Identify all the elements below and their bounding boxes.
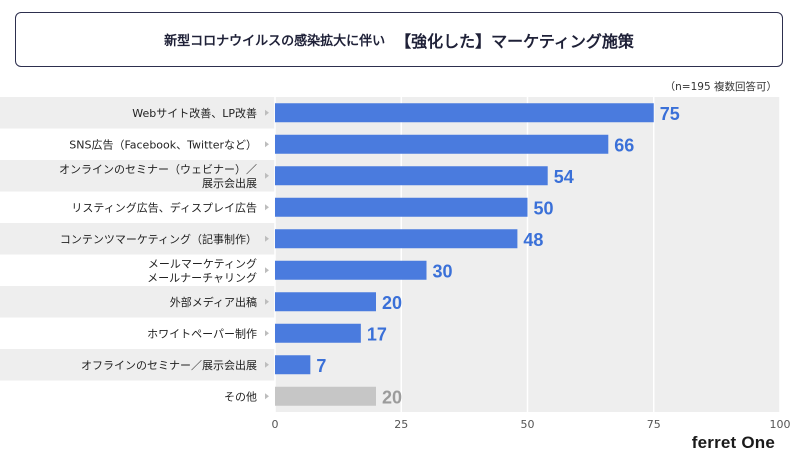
category-label: その他: [224, 390, 257, 403]
chart-title-box: 新型コロナウイルスの感染拡大に伴い 【強化した】マーケティング施策: [15, 12, 783, 67]
bar: [275, 166, 548, 186]
chart-title-prefix: 新型コロナウイルスの感染拡大に伴い: [164, 34, 386, 49]
bar-value-label: 48: [523, 230, 543, 250]
category-label: オンラインのセミナー（ウェビナー）／展示会出展: [59, 163, 257, 190]
x-tick-label: 75: [647, 418, 661, 431]
bar: [275, 323, 361, 343]
category-label: リスティング広告、ディスプレイ広告: [71, 200, 257, 214]
bar: [275, 355, 311, 375]
category-label-line: SNS広告（Facebook、Twitterなど）: [69, 138, 257, 151]
category-band: [0, 349, 275, 381]
bar: [275, 386, 376, 406]
category-label: コンテンツマーケティング（記事制作）: [60, 232, 257, 246]
bar-value-label: 20: [382, 293, 402, 313]
category-label: Webサイト改善、LP改善: [132, 106, 257, 120]
x-tick-label: 50: [521, 418, 535, 431]
bar: [275, 260, 427, 280]
category-label-line: メールマーケティング: [148, 256, 257, 270]
category-marker: [265, 393, 269, 400]
x-tick-label: 25: [394, 418, 408, 431]
bar-value-label: 7: [316, 356, 326, 376]
category-label-line: 展示会出展: [202, 176, 257, 190]
category-band: [0, 160, 275, 192]
category-label-line: 外部メディア出稿: [170, 295, 257, 309]
category-label: メールマーケティングメールナーチャリング: [147, 256, 257, 284]
category-label: オフラインのセミナー／展示会出展: [81, 358, 257, 372]
category-marker: [265, 172, 269, 179]
bar-value-label: 66: [614, 135, 634, 155]
brand-logo: ferret One: [691, 433, 775, 452]
category-marker: [265, 298, 269, 305]
category-marker: [265, 330, 269, 337]
bar: [275, 103, 654, 123]
category-label-line: オンラインのセミナー（ウェビナー）／: [59, 163, 257, 176]
bar: [275, 197, 528, 217]
category-label-line: その他: [224, 390, 257, 403]
bar-value-label: 30: [433, 261, 453, 281]
category-label-line: コンテンツマーケティング（記事制作）: [60, 232, 257, 246]
bar-value-label: 50: [534, 198, 554, 218]
category-label-line: オフラインのセミナー／展示会出展: [81, 358, 257, 372]
category-marker: [265, 235, 269, 242]
category-marker: [265, 267, 269, 274]
category-band: [0, 223, 275, 255]
category-label-line: メールナーチャリング: [147, 270, 257, 284]
bar: [275, 229, 518, 249]
category-marker: [265, 109, 269, 116]
bar-value-label: 54: [554, 167, 574, 187]
bar-value-label: 17: [367, 324, 387, 344]
category-label-line: Webサイト改善、LP改善: [132, 106, 257, 120]
bar-value-label: 75: [660, 104, 680, 124]
category-marker: [265, 204, 269, 211]
category-label: SNS広告（Facebook、Twitterなど）: [69, 138, 257, 151]
category-label-line: ホワイトペーパー制作: [147, 327, 257, 340]
x-tick-label: 0: [272, 418, 279, 431]
category-label: ホワイトペーパー制作: [147, 327, 257, 340]
category-band: [0, 97, 275, 129]
bar: [275, 292, 376, 312]
category-label: 外部メディア出稿: [170, 295, 257, 309]
chart-title-main: 【強化した】マーケティング施策: [395, 31, 634, 51]
x-tick-label: 100: [770, 418, 791, 431]
sample-size-note: （n=195 複数回答可）: [664, 81, 777, 93]
bar-value-label: 20: [382, 387, 402, 407]
category-marker: [265, 141, 269, 148]
bar: [275, 134, 609, 154]
category-label-line: リスティング広告、ディスプレイ広告: [71, 200, 257, 214]
category-marker: [265, 361, 269, 368]
category-band: [0, 286, 275, 318]
